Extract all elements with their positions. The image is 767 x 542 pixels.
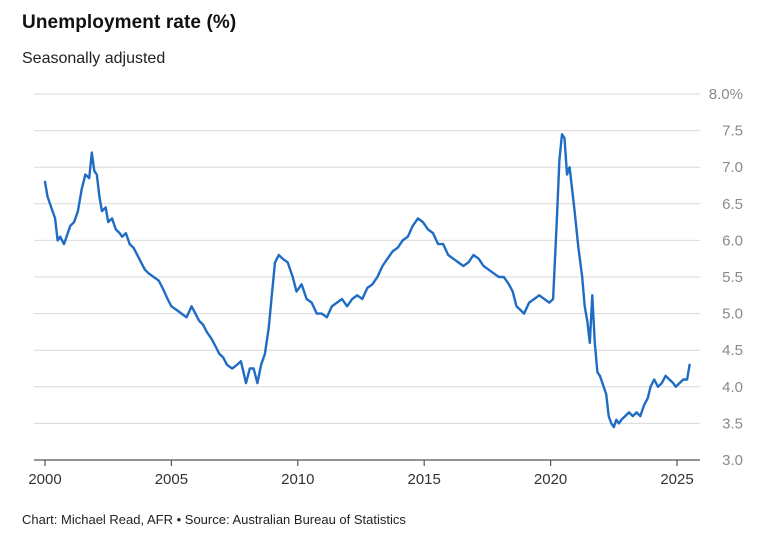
chart-source: Chart: Michael Read, AFR • Source: Austr…: [22, 512, 406, 527]
x-axis: [34, 459, 700, 466]
unemployment-rate-line: [43, 133, 691, 429]
chart-title: Unemployment rate (%): [22, 12, 237, 33]
x-tick-label: 2005: [155, 471, 188, 488]
tick-labels: 3.0 3.5 4.0 4.5 5.0 5.5 6.0 6.5 7.0 7.5 8.0% 2000 20…: [28, 86, 743, 488]
y-tick-label: 4.0: [722, 379, 743, 396]
x-tick-label: 2025: [660, 471, 693, 488]
series-layer: [43, 133, 691, 429]
x-tick-label: 2000: [28, 471, 61, 488]
y-tick-label: 8.0%: [709, 86, 743, 103]
chart-subtitle: Seasonally adjusted: [22, 50, 166, 67]
y-tick-label: 7.5: [722, 123, 743, 140]
x-tick-label: 2010: [281, 471, 314, 488]
y-tick-label: 3.5: [722, 415, 743, 432]
y-tick-label: 6.0: [722, 232, 743, 249]
grid-layer: [34, 93, 700, 424]
y-tick-label: 4.5: [722, 342, 743, 359]
y-tick-label: 6.5: [722, 196, 743, 213]
y-tick-label: 5.0: [722, 306, 743, 323]
y-tick-label: 7.0: [722, 159, 743, 176]
y-tick-label: 3.0: [722, 452, 743, 469]
x-tick-label: 2015: [408, 471, 441, 488]
y-tick-label: 5.5: [722, 269, 743, 286]
x-tick-label: 2020: [534, 471, 567, 488]
